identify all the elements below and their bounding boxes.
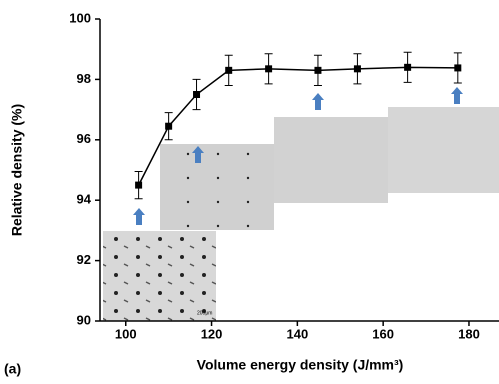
x-tick-label: 100: [115, 326, 137, 341]
marker: [354, 65, 361, 72]
marker: [225, 67, 232, 74]
inset-image: [388, 107, 499, 193]
inset-image: [160, 144, 274, 230]
y-tick-label: 92: [77, 252, 91, 267]
marker: [193, 91, 200, 98]
y-axis-label: Relative density (%): [9, 104, 25, 236]
y-tick-label: 94: [77, 192, 92, 207]
y-tick-label: 100: [69, 10, 91, 25]
y-tick-label: 96: [77, 131, 91, 146]
x-tick-label: 120: [201, 326, 223, 341]
inset-image: [103, 231, 216, 321]
marker: [404, 64, 411, 71]
marker: [314, 67, 321, 74]
x-tick-label: 180: [458, 326, 480, 341]
panel-label: (a): [4, 361, 21, 377]
marker: [454, 64, 461, 71]
y-tick-label: 90: [77, 312, 91, 327]
y-tick-label: 98: [77, 71, 91, 86]
marker: [165, 123, 172, 130]
scale-label: 200μm: [197, 310, 212, 316]
x-axis-label: Volume energy density (J/mm³): [197, 357, 404, 373]
inset-image: [274, 117, 388, 203]
chart: 200μm Relative density (%) Volume energy…: [0, 0, 499, 379]
x-tick-label: 140: [287, 326, 309, 341]
marker: [135, 182, 142, 189]
marker: [265, 65, 272, 72]
x-tick-label: 160: [372, 326, 394, 341]
